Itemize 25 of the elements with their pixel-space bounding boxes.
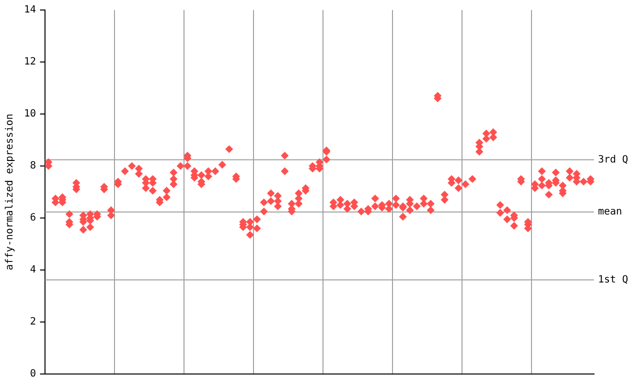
point — [170, 180, 178, 188]
point — [399, 213, 407, 220]
y-tick-label: 4 — [30, 264, 36, 276]
y-tick-label: 6 — [30, 212, 36, 224]
point — [149, 187, 156, 194]
y-axis-title: affy-normalized expression — [4, 114, 16, 270]
point — [406, 206, 414, 214]
ref-line-label: mean — [598, 206, 622, 218]
ref-line-label: 1st Q — [598, 274, 628, 286]
y-tick-label: 14 — [24, 4, 36, 16]
point — [538, 182, 546, 190]
point — [322, 156, 330, 164]
point — [274, 202, 282, 210]
point — [184, 162, 192, 170]
point — [86, 223, 94, 231]
y-tick-label: 0 — [30, 368, 36, 380]
point — [80, 226, 87, 234]
ref-line-label: 3rd Q — [598, 154, 628, 166]
point — [246, 231, 254, 239]
y-tick-label: 8 — [30, 160, 36, 172]
y-tick-label: 12 — [24, 56, 36, 68]
point — [545, 190, 553, 198]
y-tick-label: 2 — [30, 316, 36, 328]
point — [510, 222, 518, 230]
y-tick-label: 10 — [24, 108, 36, 120]
